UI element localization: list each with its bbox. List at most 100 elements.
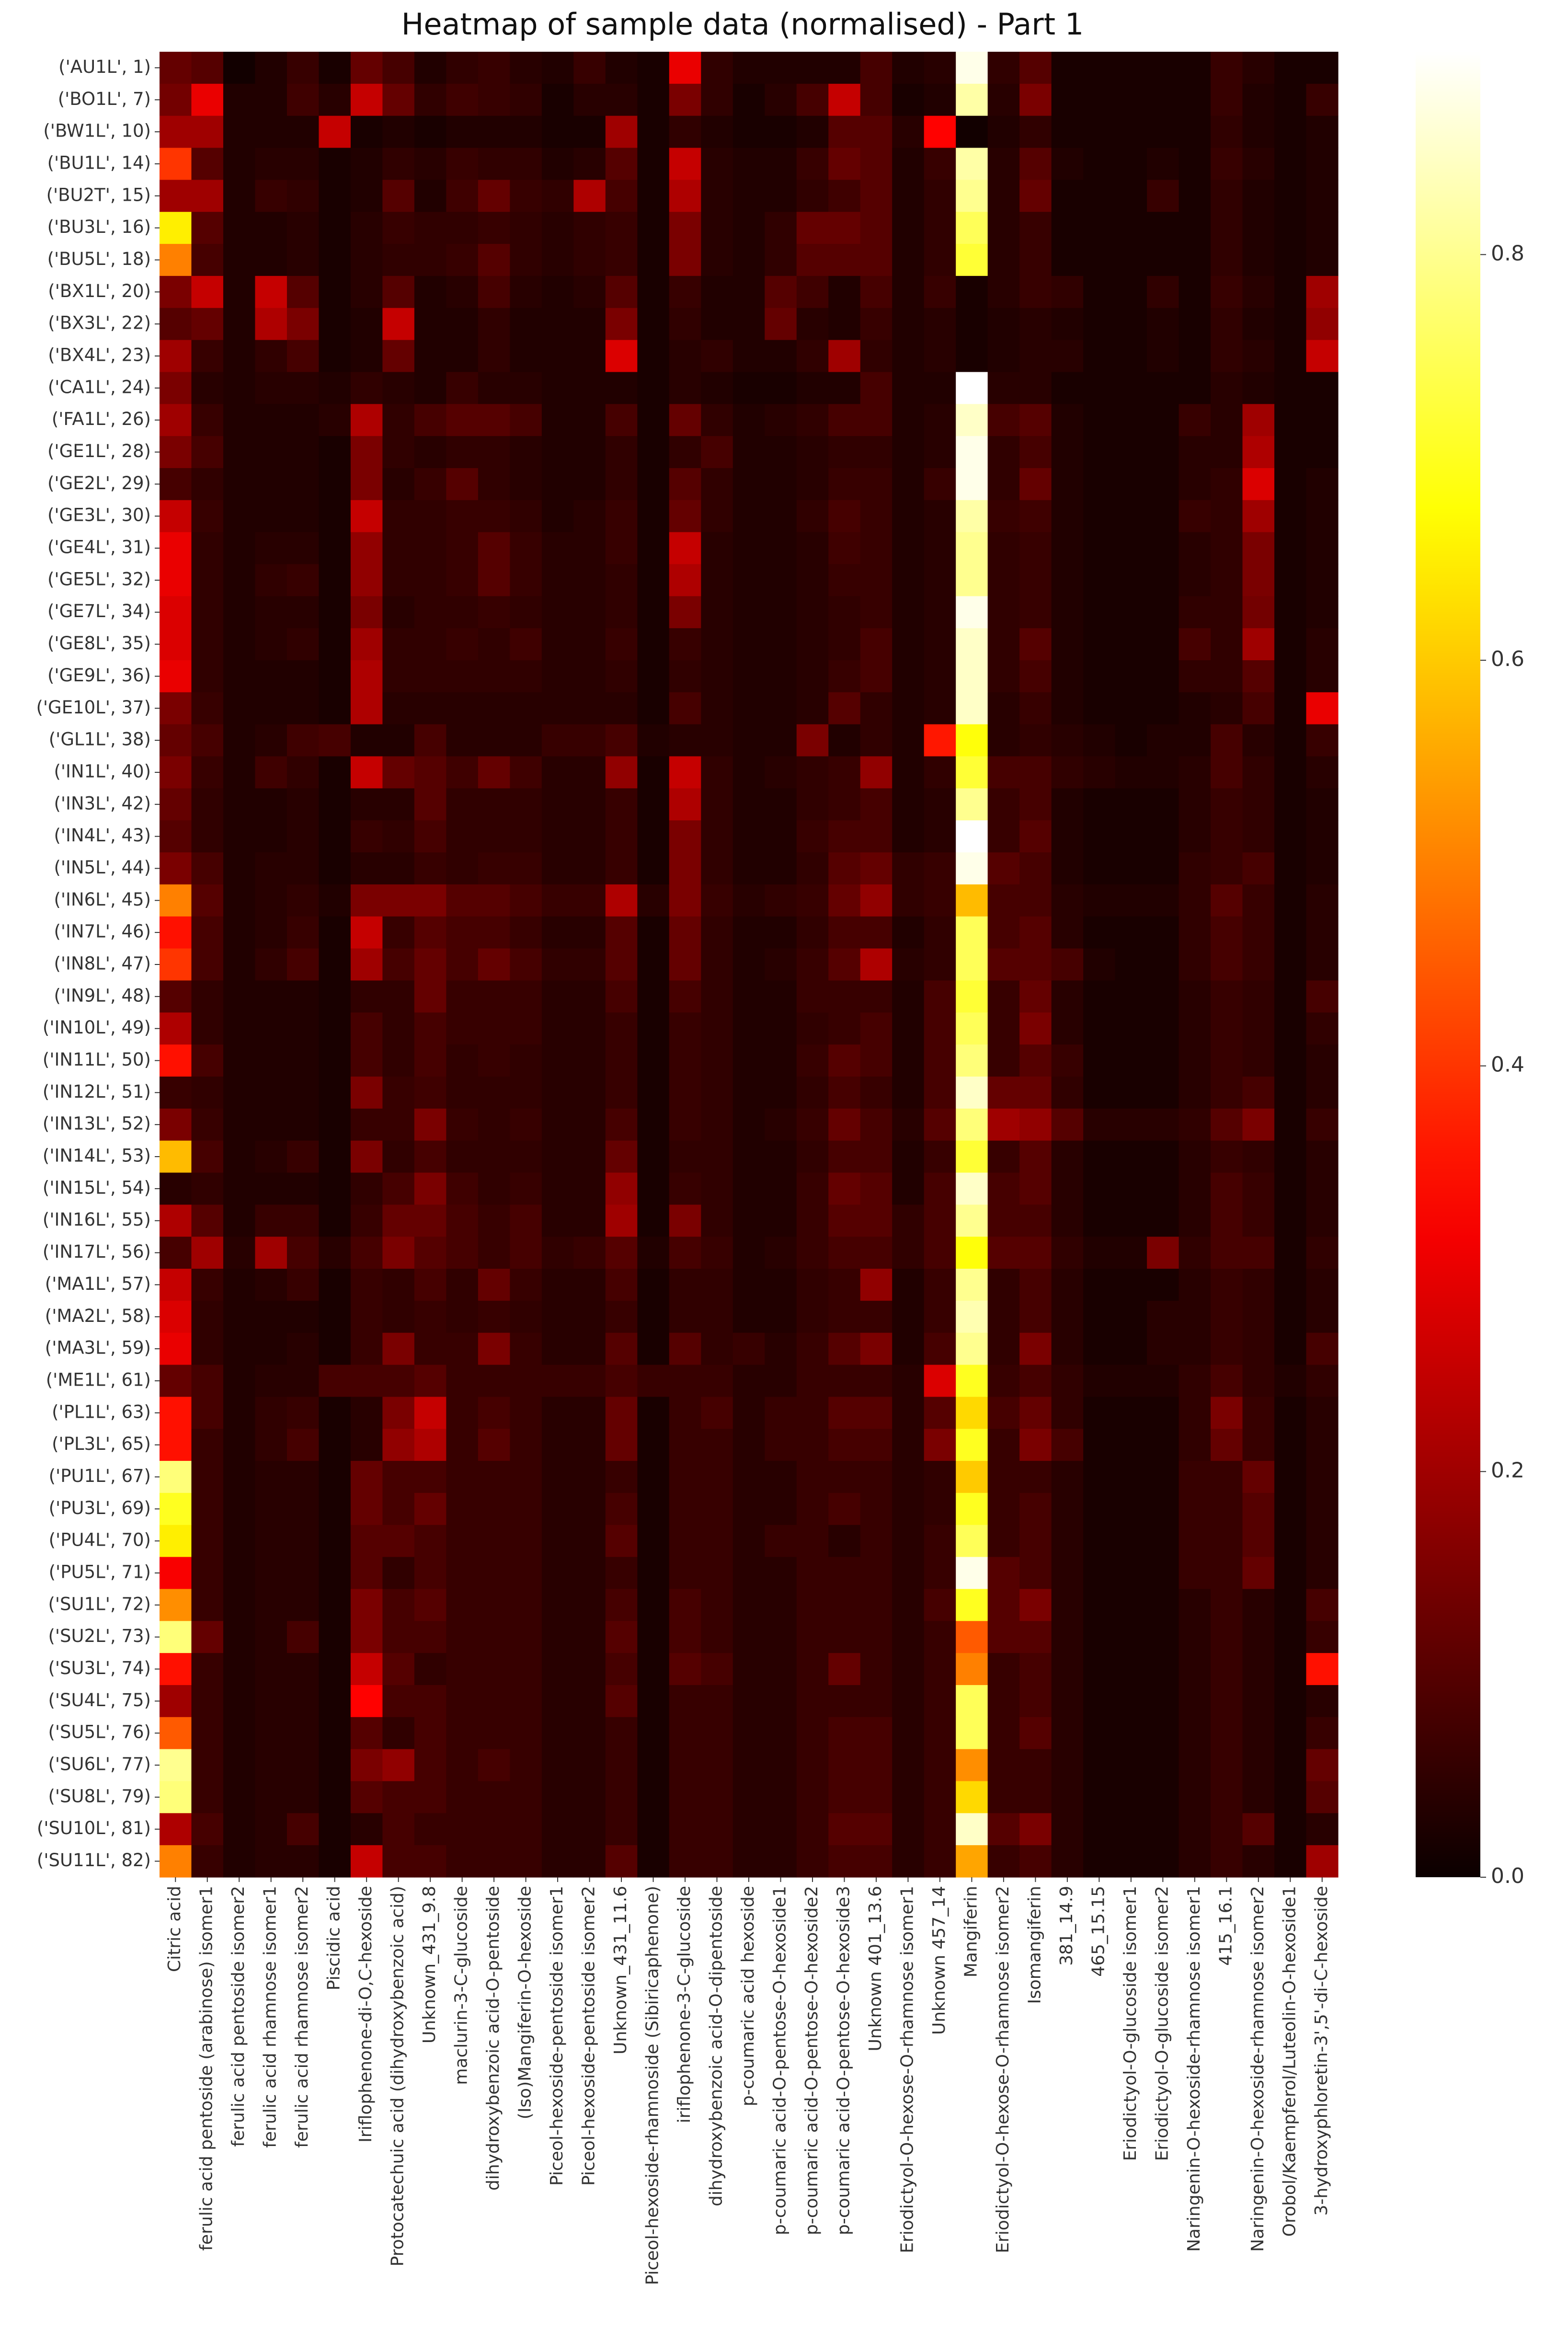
heatmap-cell [828, 83, 861, 116]
heatmap-cell [732, 468, 765, 501]
heatmap-cell [765, 1397, 797, 1429]
heatmap-cell [987, 1365, 1020, 1397]
heatmap-cell [1242, 1653, 1275, 1686]
heatmap-cell [1274, 83, 1307, 116]
heatmap-cell [223, 916, 256, 949]
heatmap-cell [1051, 1365, 1084, 1397]
heatmap-cell [1115, 1621, 1147, 1653]
heatmap-cell [478, 1172, 510, 1205]
heatmap-cell [478, 1108, 510, 1141]
heatmap-cell [1115, 1461, 1147, 1493]
heatmap-cell [255, 83, 287, 116]
heatmap-cell [828, 52, 861, 84]
heatmap-cell [1306, 1172, 1339, 1205]
heatmap-cell [319, 1589, 351, 1621]
heatmap-cell [541, 1076, 574, 1109]
heatmap-cell [892, 115, 925, 149]
heatmap-cell [541, 1685, 574, 1718]
heatmap-cell [828, 628, 861, 661]
heatmap-cell [223, 1332, 256, 1366]
heatmap-cell [1242, 340, 1275, 373]
heatmap-cell [510, 275, 542, 309]
heatmap-cell [828, 1492, 861, 1526]
heatmap-cell [892, 436, 925, 469]
heatmap-cell [382, 1621, 415, 1653]
column-label: Unknown 401_13.6 [866, 1886, 885, 2051]
heatmap-cell [1083, 372, 1116, 404]
heatmap-cell [191, 52, 224, 84]
heatmap-cell [350, 1205, 383, 1237]
heatmap-cell [510, 404, 542, 436]
heatmap-cell [446, 1749, 479, 1782]
heatmap-cell [286, 83, 320, 116]
heatmap-cell [892, 1557, 925, 1590]
heatmap-cell [319, 212, 351, 244]
heatmap-cell [541, 1525, 574, 1558]
heatmap-cell [796, 180, 829, 212]
heatmap-cell [637, 1492, 670, 1526]
heatmap-cell [223, 1781, 256, 1813]
heatmap-cell [701, 1140, 733, 1173]
column-label: Eriodictyol-O-hexose-O-rhamnose isomer2 [993, 1886, 1013, 2253]
heatmap-cell [510, 820, 542, 853]
heatmap-cell [223, 308, 256, 341]
heatmap-cell [1115, 1237, 1147, 1269]
heatmap-cell [669, 948, 701, 981]
heatmap-cell [1179, 1653, 1211, 1686]
heatmap-cell [637, 1205, 670, 1237]
heatmap-cell [987, 692, 1020, 725]
heatmap-cell [350, 83, 383, 116]
heatmap-cell [510, 1717, 542, 1750]
heatmap-cell [924, 1845, 956, 1878]
heatmap-cell [956, 1717, 988, 1750]
heatmap-cell [510, 372, 542, 404]
heatmap-cell [541, 340, 574, 373]
heatmap-cell [191, 500, 224, 533]
heatmap-cell [765, 1332, 797, 1366]
heatmap-cell [1115, 83, 1147, 116]
heatmap-cell [1051, 1781, 1084, 1813]
heatmap-cell [701, 628, 733, 661]
heatmap-cell [319, 1108, 351, 1141]
heatmap-cell [987, 52, 1020, 84]
heatmap-cell [414, 1685, 446, 1718]
heatmap-cell [1147, 372, 1179, 404]
heatmap-cell [1179, 212, 1211, 244]
heatmap-cell [319, 1012, 351, 1045]
heatmap-cell [1274, 1557, 1307, 1590]
heatmap-cell [573, 52, 606, 84]
heatmap-cell [860, 1589, 893, 1621]
heatmap-cell [1211, 52, 1243, 84]
heatmap-cell [605, 564, 638, 597]
heatmap-cell [286, 852, 320, 885]
heatmap-cell [255, 372, 287, 404]
heatmap-cell [765, 1461, 797, 1493]
column-label: Naringenin-O-hexoside-rhamnose isomer2 [1248, 1886, 1268, 2252]
heatmap-cell [892, 1589, 925, 1621]
heatmap-cell [1083, 1397, 1116, 1429]
heatmap-cell [956, 340, 988, 373]
heatmap-cell [1019, 404, 1052, 436]
heatmap-cell [1306, 1492, 1339, 1526]
heatmap-cell [319, 884, 351, 917]
heatmap-cell [1051, 308, 1084, 341]
heatmap-cell [573, 212, 606, 244]
heatmap-cell [796, 1589, 829, 1621]
column-label: ferulic acid pentoside isomer2 [229, 1886, 248, 2147]
heatmap-cell [541, 756, 574, 789]
heatmap-cell [1179, 564, 1211, 597]
heatmap-cell [1051, 660, 1084, 693]
heatmap-cell [541, 500, 574, 533]
heatmap-cell [669, 1492, 701, 1526]
heatmap-cell [255, 1044, 287, 1077]
heatmap-cell [223, 1845, 256, 1878]
heatmap-cell [987, 1749, 1020, 1782]
heatmap-cell [1019, 308, 1052, 341]
heatmap-cell [573, 1589, 606, 1621]
heatmap-cell [987, 1044, 1020, 1077]
heatmap-cell [573, 468, 606, 501]
column-label: Unknown_431_11.6 [611, 1886, 630, 2054]
heatmap-cell [1051, 1621, 1084, 1653]
heatmap-cell [1179, 115, 1211, 149]
heatmap-cell [1115, 1300, 1147, 1333]
